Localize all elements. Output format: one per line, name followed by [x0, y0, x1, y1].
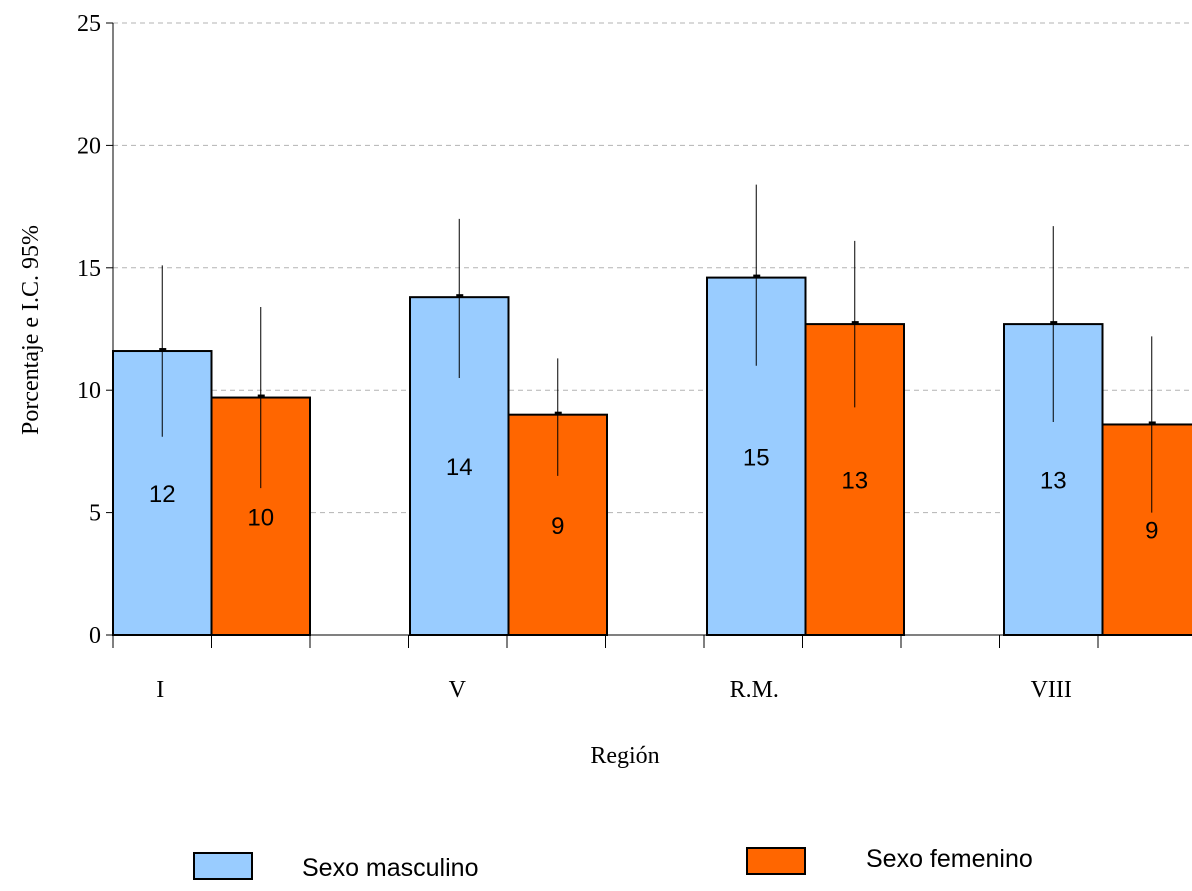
x-tick-label: V	[449, 677, 467, 703]
x-tick-labels: I V R.M. VIII	[156, 677, 1072, 703]
error-bar-cap	[554, 411, 562, 415]
bars	[112, 276, 1192, 636]
y-tick-label: 25	[77, 11, 101, 37]
error-bar-cap	[257, 394, 265, 398]
error-bar-cap	[753, 274, 761, 278]
y-tick-label: 15	[77, 256, 101, 282]
bar	[1101, 423, 1192, 636]
data-label: 9	[1145, 518, 1158, 545]
data-label: 12	[149, 481, 176, 508]
legend-item: Sexo femenino	[746, 845, 1033, 875]
data-label: 10	[247, 504, 274, 531]
error-bar-cap	[1050, 321, 1058, 325]
y-axis-label: Porcentaje e I.C. 95%	[18, 225, 44, 435]
data-label: 15	[743, 444, 770, 471]
y-tick-label: 20	[77, 133, 101, 159]
y-tick-label: 0	[89, 623, 101, 649]
error-bar-cap	[1148, 421, 1156, 425]
axes	[106, 22, 1192, 648]
data-label: 14	[446, 454, 473, 481]
data-label: 13	[841, 468, 868, 495]
error-bar-cap	[456, 294, 464, 298]
legend-label: Sexo masculino	[302, 854, 478, 882]
y-tick-label: 10	[77, 378, 101, 404]
legend-item: Sexo masculino	[193, 852, 478, 882]
legend-label: Sexo femenino	[866, 845, 1033, 873]
x-tick-label: R.M.	[730, 677, 779, 703]
error-bars	[159, 184, 1156, 513]
error-bar-cap	[159, 348, 167, 352]
x-axis-label: Región	[590, 743, 659, 769]
legend-swatch	[746, 847, 806, 875]
error-bar-cap	[851, 321, 859, 325]
x-tick-label: VIII	[1031, 677, 1072, 703]
data-label: 13	[1040, 468, 1067, 495]
y-tick-labels: 0 5 10 15 20 25	[77, 11, 101, 649]
data-labels: 12 10 14 9 15 13 13 9	[149, 444, 1159, 544]
legend: Sexo masculino Sexo femenino	[193, 845, 1033, 882]
data-label: 9	[551, 513, 564, 540]
x-tick-label: I	[156, 677, 164, 703]
y-tick-label: 5	[89, 501, 101, 527]
legend-swatch	[193, 852, 253, 880]
